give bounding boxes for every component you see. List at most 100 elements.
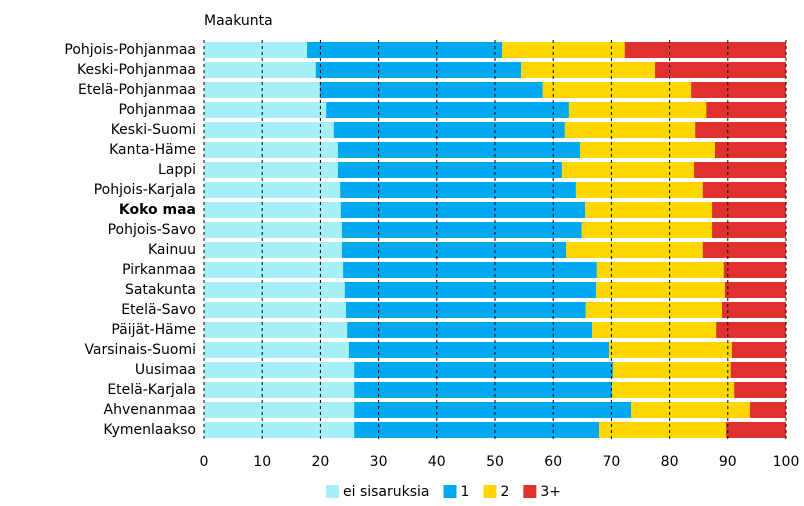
bar-segment bbox=[592, 322, 717, 338]
legend-label: 1 bbox=[461, 484, 470, 500]
legend-swatch bbox=[483, 485, 497, 498]
y-tick-label: Pohjois-Karjala bbox=[94, 182, 196, 198]
bar-segment bbox=[354, 362, 614, 378]
x-tick-label: 60 bbox=[544, 454, 562, 470]
y-tick-label: Pohjois-Savo bbox=[108, 222, 196, 238]
bar-segment bbox=[613, 362, 731, 378]
y-tick-label: Satakunta bbox=[125, 282, 196, 298]
bar-segment bbox=[204, 42, 308, 58]
bar-segment bbox=[348, 342, 610, 358]
bar-segment bbox=[723, 262, 786, 278]
bar-segment bbox=[354, 402, 632, 418]
bar-segment bbox=[337, 142, 580, 158]
bar-segment bbox=[716, 322, 786, 338]
chart-title: Maakunta bbox=[204, 13, 273, 29]
x-tick-label: 40 bbox=[428, 454, 446, 470]
bar-segment bbox=[712, 202, 786, 218]
y-tick-label: Varsinais-Suomi bbox=[84, 342, 196, 358]
bar-segment bbox=[204, 282, 345, 298]
bar-segment bbox=[749, 402, 786, 418]
legend-label: 3+ bbox=[540, 484, 561, 500]
y-tick-label: Pohjanmaa bbox=[118, 102, 196, 118]
x-tick-label: 70 bbox=[602, 454, 620, 470]
bar-segment bbox=[326, 102, 569, 118]
bar-segment bbox=[354, 422, 600, 438]
bar-segment bbox=[611, 382, 735, 398]
bar-segment bbox=[712, 222, 786, 238]
bar-segment bbox=[564, 122, 696, 138]
bar-segment bbox=[561, 162, 695, 178]
bar-segment bbox=[702, 182, 786, 198]
y-tick-label: Pohjois-Pohjanmaa bbox=[64, 42, 196, 58]
bar-segment bbox=[501, 42, 625, 58]
y-tick-label: Etelä-Savo bbox=[121, 302, 196, 318]
x-tick-label: 20 bbox=[311, 454, 329, 470]
x-tick-label: 10 bbox=[253, 454, 271, 470]
bar-segment bbox=[581, 222, 713, 238]
x-tick-label: 50 bbox=[486, 454, 504, 470]
bar-segment bbox=[521, 62, 656, 78]
y-tick-label: Keski-Pohjanmaa bbox=[77, 62, 196, 78]
bar-segment bbox=[204, 322, 348, 338]
bar-segment bbox=[315, 62, 522, 78]
y-tick-label: Pirkanmaa bbox=[122, 262, 196, 278]
bar-segment bbox=[204, 142, 338, 158]
y-tick-label: Lappi bbox=[158, 162, 196, 178]
bar-segment bbox=[204, 382, 355, 398]
y-tick-label: Ahvenanmaa bbox=[104, 402, 196, 418]
bar-segment bbox=[566, 242, 703, 258]
bar-segment bbox=[346, 302, 586, 318]
x-tick-label: 30 bbox=[370, 454, 388, 470]
bar-segment bbox=[631, 402, 750, 418]
bar-segment bbox=[542, 82, 692, 98]
legend-label: ei sisaruksia bbox=[343, 484, 430, 500]
bar-segment bbox=[347, 322, 593, 338]
bar-segment bbox=[596, 262, 724, 278]
bar-segment bbox=[204, 362, 355, 378]
y-tick-label: Etelä-Pohjanmaa bbox=[78, 82, 196, 98]
bar-segment bbox=[575, 182, 703, 198]
bar-segment bbox=[204, 122, 334, 138]
bar-segment bbox=[341, 222, 582, 238]
x-tick-label: 0 bbox=[200, 454, 209, 470]
bar-segment bbox=[204, 162, 338, 178]
bar-segment bbox=[204, 422, 355, 438]
y-tick-label: Etelä-Karjala bbox=[107, 382, 196, 398]
bar-segment bbox=[319, 82, 543, 98]
y-tick-label: Kainuu bbox=[148, 242, 196, 258]
x-tick-label: 100 bbox=[773, 454, 800, 470]
y-tick-label: Kymenlaakso bbox=[103, 422, 196, 438]
bar-segment bbox=[568, 102, 707, 118]
bar-segment bbox=[204, 302, 347, 318]
bar-segment bbox=[204, 222, 342, 238]
bar-segment bbox=[204, 342, 349, 358]
bar-segment bbox=[204, 242, 342, 258]
bar-segment bbox=[340, 202, 586, 218]
bar-segment bbox=[730, 362, 786, 378]
legend-label: 2 bbox=[500, 484, 509, 500]
bar-segment bbox=[204, 262, 344, 278]
bar-segment bbox=[204, 102, 327, 118]
bar-segment bbox=[579, 142, 715, 158]
bar-segment bbox=[706, 102, 786, 118]
bar-segment bbox=[721, 302, 786, 318]
y-tick-label: Uusimaa bbox=[135, 362, 196, 378]
bar-segment bbox=[340, 182, 576, 198]
y-tick-label: Kanta-Häme bbox=[109, 142, 196, 158]
bar-segment bbox=[204, 402, 355, 418]
x-tick-label: 90 bbox=[719, 454, 737, 470]
bar-segment bbox=[724, 282, 786, 298]
bar-segment bbox=[726, 422, 786, 438]
x-tick-label: 80 bbox=[661, 454, 679, 470]
y-tick-label: Koko maa bbox=[119, 202, 196, 218]
bar-segment bbox=[204, 202, 341, 218]
legend-swatch bbox=[326, 485, 339, 498]
bar-segment bbox=[694, 162, 786, 178]
bar-segment bbox=[344, 282, 597, 298]
bar-segment bbox=[596, 282, 725, 298]
bar-segment bbox=[337, 162, 562, 178]
bar-segment bbox=[714, 142, 786, 158]
bar-segment bbox=[585, 302, 722, 318]
legend-swatch bbox=[443, 485, 457, 498]
y-tick-label: Päijät-Häme bbox=[111, 322, 196, 338]
